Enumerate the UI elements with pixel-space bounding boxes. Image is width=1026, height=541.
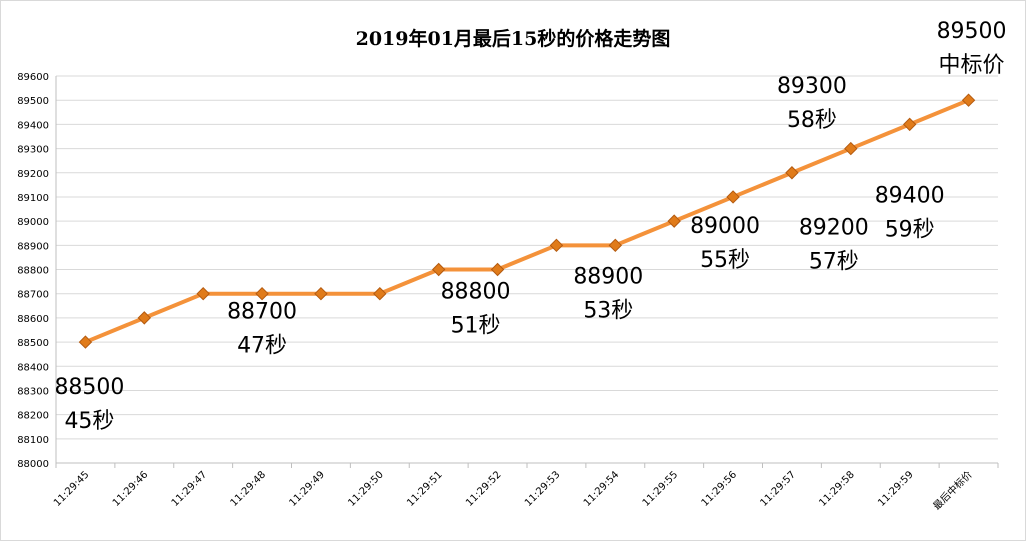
point-annotation: 88500 45秒 [54, 375, 124, 434]
data-point [667, 214, 681, 228]
data-markers [78, 93, 976, 349]
y-tick-label: 88300 [17, 386, 49, 397]
annotation-caption: 47秒 [237, 334, 287, 359]
annotation-caption: 55秒 [700, 248, 750, 273]
x-tick-label: 11:29:54 [582, 469, 622, 509]
data-point [255, 286, 269, 301]
x-tick-label: 11:29:57 [759, 469, 799, 509]
y-tick-label: 89600 [17, 72, 49, 83]
annotation-caption: 59秒 [885, 217, 935, 242]
y-tick-label: 89500 [17, 96, 49, 107]
annotation-price: 88900 [573, 264, 643, 289]
point-annotation: 89400 59秒 [875, 183, 945, 242]
y-tick-label: 88400 [17, 362, 49, 373]
data-point [314, 286, 328, 301]
y-tick-label: 88600 [17, 314, 49, 325]
x-tick-label: 11:29:46 [111, 469, 151, 509]
y-tick-label: 88700 [17, 290, 49, 301]
point-annotation: 89500 中标价 [937, 19, 1007, 78]
data-point [608, 238, 623, 253]
point-annotation: 89200 57秒 [799, 216, 869, 275]
x-tick-label: 11:29:49 [288, 469, 328, 509]
y-tick-label: 88000 [17, 459, 49, 470]
y-tick-label: 89400 [17, 120, 49, 131]
x-tick-label: 11:29:51 [405, 469, 445, 509]
x-tick-label: 11:29:47 [170, 469, 210, 509]
x-tick-label: 最后中标价 [930, 468, 975, 513]
data-point [961, 93, 976, 107]
annotation-caption: 51秒 [451, 314, 501, 339]
data-point [490, 262, 505, 277]
y-tick-label: 88500 [17, 338, 49, 349]
point-annotation: 88700 47秒 [227, 300, 297, 359]
data-point [785, 166, 799, 180]
y-tick-label: 89300 [17, 145, 49, 156]
annotation-caption: 57秒 [809, 250, 859, 275]
x-tick-label: 11:29:56 [700, 469, 740, 509]
data-point [196, 286, 210, 301]
annotation-price: 88500 [54, 375, 124, 400]
x-axis-ticks: 11:29:45 11:29:46 11:29:47 11:29:48 11:29:49… [52, 463, 999, 513]
y-tick-label: 88100 [17, 435, 49, 446]
series-price [83, 98, 971, 345]
annotation-caption: 58秒 [787, 108, 837, 133]
data-point [78, 335, 93, 349]
annotation-caption: 45秒 [64, 409, 114, 434]
chart-title: 2019年01月最后15秒的价格走势图 [356, 27, 671, 50]
x-tick-label: 11:29:53 [523, 469, 563, 509]
annotation-price: 88700 [227, 300, 297, 325]
x-tick-label: 11:29:48 [229, 469, 269, 509]
annotations: 88500 45秒 88700 47秒 88800 51秒 88900 53秒 89000 55秒… [54, 19, 1006, 434]
y-tick-label: 88200 [17, 411, 49, 422]
annotation-caption: 中标价 [939, 53, 1005, 78]
y-tick-label: 88900 [17, 241, 49, 252]
x-tick-label: 11:29:45 [52, 469, 92, 509]
point-annotation: 89300 58秒 [777, 74, 847, 133]
y-axis-ticks: 88000 88100 88200 88300 88400 88500 88600 88700… [17, 72, 49, 470]
series-line [83, 98, 971, 345]
point-annotation: 89000 55秒 [690, 214, 760, 273]
data-point [902, 117, 917, 132]
data-point [137, 311, 152, 325]
x-tick-label: 11:29:59 [876, 469, 916, 509]
annotation-price: 89200 [799, 216, 869, 241]
annotation-price: 88800 [441, 280, 511, 305]
annotation-price: 89500 [937, 19, 1007, 44]
data-point [844, 141, 858, 156]
y-tick-label: 88800 [17, 266, 49, 277]
x-tick-label: 11:29:58 [817, 469, 857, 509]
point-annotation: 88900 53秒 [573, 264, 643, 323]
x-tick-label: 11:29:50 [346, 469, 386, 509]
y-tick-label: 89000 [17, 217, 49, 228]
annotation-price: 89400 [875, 183, 945, 208]
y-tick-label: 89200 [17, 169, 49, 180]
annotation-caption: 53秒 [583, 298, 633, 323]
data-point [549, 238, 564, 253]
data-point [726, 190, 740, 204]
y-tick-label: 89100 [17, 193, 49, 204]
gridlines [56, 75, 998, 440]
data-point [373, 286, 387, 301]
point-annotation: 88800 51秒 [441, 280, 511, 339]
annotation-price: 89300 [777, 74, 847, 99]
data-point [431, 262, 446, 277]
x-tick-label: 11:29:52 [464, 469, 504, 509]
annotation-price: 89000 [690, 214, 760, 239]
x-tick-label: 11:29:55 [641, 469, 681, 509]
